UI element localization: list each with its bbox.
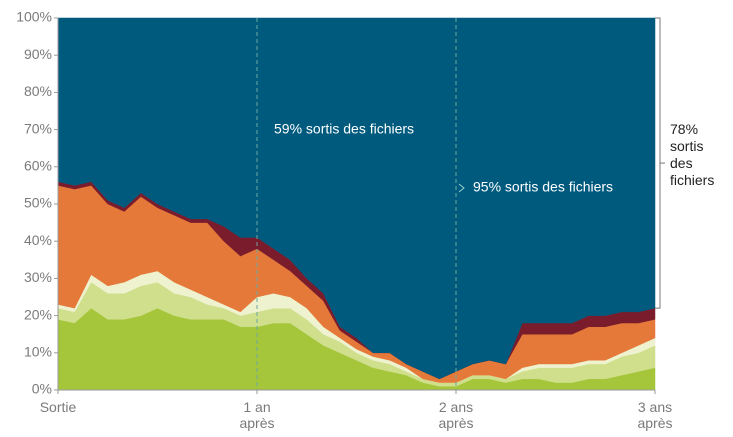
annotation-bracket (458, 183, 465, 193)
y-tick-label: 30% (24, 269, 52, 285)
y-tick-label: 50% (24, 195, 52, 211)
y-tick-label: 90% (24, 46, 52, 62)
annotation: 95% sortis des fichiers (473, 179, 613, 195)
x-tick-label: 2 ans après (438, 399, 473, 431)
y-tick-label: 20% (24, 306, 52, 322)
x-tick-label: 1 an après (239, 399, 274, 431)
y-tick-label: 0% (32, 381, 52, 397)
y-tick-label: 100% (16, 9, 52, 25)
y-tick-label: 80% (24, 83, 52, 99)
x-tick-label: 3 ans après (637, 399, 672, 431)
y-tick-label: 40% (24, 232, 52, 248)
y-tick-label: 60% (24, 158, 52, 174)
annotation: 59% sortis des fichiers (274, 121, 414, 137)
x-tick-label: Sortie (40, 399, 77, 415)
y-tick-label: 70% (24, 120, 52, 136)
annotation-bracket (655, 17, 661, 309)
annotation: 78% sortis des fichiers (670, 121, 714, 188)
y-tick-label: 10% (24, 344, 52, 360)
